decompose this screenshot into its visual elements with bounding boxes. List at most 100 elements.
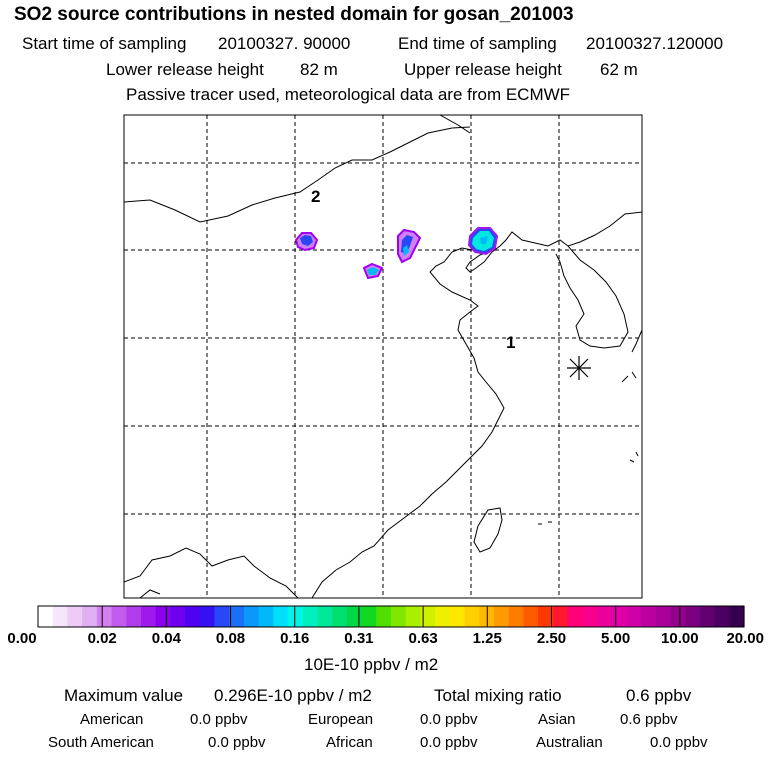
colorbar-cell xyxy=(523,606,539,627)
colorbar-cell xyxy=(155,606,171,627)
colorbar-tick-label: 0.08 xyxy=(215,630,246,647)
colorbar-cell xyxy=(655,606,672,627)
colorbar-cell xyxy=(567,606,583,627)
coastlines-and-borders xyxy=(124,115,642,598)
map-gridlines xyxy=(124,115,642,598)
end-time-value: 20100327.120000 xyxy=(586,34,724,53)
colorbar-tick-label: 10.00 xyxy=(661,630,699,647)
colorbar-cells xyxy=(38,606,745,627)
colorbar-cell xyxy=(641,606,657,627)
colorbar-cell xyxy=(626,606,642,627)
region-american-value: 0.0 ppbv xyxy=(190,711,248,728)
region-american-label: American xyxy=(80,711,144,728)
region-african-label: African xyxy=(326,734,373,751)
colorbar-cell xyxy=(582,606,598,627)
colorbar-cell xyxy=(508,606,524,627)
colorbar-cell xyxy=(199,606,216,627)
max-value-label: Maximum value xyxy=(64,686,184,705)
colorbar-tick-label: 1.25 xyxy=(472,630,502,647)
source-label-2: 2 xyxy=(311,187,320,206)
colorbar-cell xyxy=(185,606,201,627)
colorbar-tick-label: 0.04 xyxy=(151,630,181,647)
lower-release-value: 82 m xyxy=(300,60,338,79)
colorbar-cell xyxy=(464,606,480,627)
colorbar-cell xyxy=(111,606,127,627)
tracer-note: Passive tracer used, meteorological data… xyxy=(126,85,571,104)
total-mixing-value: 0.6 ppbv xyxy=(626,686,692,705)
colorbar-unit: 10E-10 ppbv / m2 xyxy=(304,655,439,674)
region-asian-value: 0.6 ppbv xyxy=(620,711,678,728)
colorbar-tick-label: 0.02 xyxy=(87,630,117,647)
lower-release-label: Lower release height xyxy=(106,60,264,79)
colorbar-cell xyxy=(38,606,54,627)
colorbar-cell xyxy=(596,606,613,627)
colorbar-cell xyxy=(420,606,436,627)
region-asian-label: Asian xyxy=(538,711,576,728)
colorbar-cell xyxy=(699,606,716,627)
region-australian-label: Australian xyxy=(536,734,603,751)
colorbar-tick-label: 0.00 xyxy=(7,630,37,647)
colorbar-cell xyxy=(449,606,466,627)
colorbar-cell xyxy=(670,606,686,627)
colorbar-tick-label: 0.31 xyxy=(344,630,374,647)
colorbar-cell xyxy=(273,606,289,627)
colorbar-cell xyxy=(729,606,745,627)
colorbar-cell xyxy=(67,606,83,627)
colorbar-cell xyxy=(538,606,554,627)
blob-bohai-coast-peak xyxy=(480,236,488,244)
chart-title: SO2 source contributions in nested domai… xyxy=(14,4,574,25)
colorbar-cell xyxy=(376,606,392,627)
colorbar-cell xyxy=(229,606,245,627)
colorbar-cell xyxy=(493,606,510,627)
region-african-value: 0.0 ppbv xyxy=(420,734,478,751)
colorbar-cell xyxy=(140,606,157,627)
colorbar-tick-label: 5.00 xyxy=(601,630,631,647)
blob-north-china-west-core xyxy=(300,235,313,246)
max-value: 0.296E-10 ppbv / m2 xyxy=(214,686,372,705)
colorbar-cell xyxy=(405,606,422,627)
colorbar-cell xyxy=(288,606,304,627)
colorbar-tick-label: 2.50 xyxy=(536,630,567,647)
source-blobs xyxy=(294,227,499,280)
colorbar-cell xyxy=(552,606,569,627)
colorbar-frame xyxy=(37,605,745,628)
colorbar-cell xyxy=(214,606,230,627)
total-mixing-label: Total mixing ratio xyxy=(434,686,562,705)
colorbar-cell xyxy=(258,606,274,627)
region-european-label: European xyxy=(308,711,374,728)
colorbar-cell xyxy=(52,606,69,627)
region-european-value: 0.0 ppbv xyxy=(420,711,478,728)
colorbar-cell xyxy=(317,606,333,627)
colorbar xyxy=(37,605,745,628)
region-australian-value: 0.0 ppbv xyxy=(650,734,708,751)
colorbar-cell xyxy=(332,606,348,627)
colorbar-tick-label: 0.16 xyxy=(280,630,310,647)
blob-north-china-east-core xyxy=(367,267,379,275)
colorbar-cell xyxy=(346,606,363,627)
colorbar-cell xyxy=(611,606,627,627)
colorbar-cell xyxy=(82,606,98,627)
region-south-american-label: South American xyxy=(48,734,154,751)
upper-release-label: Upper release height xyxy=(404,60,562,79)
blob-north-china-center-peak xyxy=(403,245,409,256)
colorbar-cell xyxy=(685,606,701,627)
colorbar-cell xyxy=(96,606,113,627)
colorbar-cell xyxy=(391,606,407,627)
colorbar-cell xyxy=(126,606,142,627)
colorbar-tick-label: 0.63 xyxy=(408,630,438,647)
colorbar-cell xyxy=(302,606,319,627)
colorbar-tick-label: 20.00 xyxy=(726,630,764,647)
region-south-american-value: 0.0 ppbv xyxy=(208,734,266,751)
start-time-value: 20100327. 90000 xyxy=(218,34,351,53)
asterisk-receptor-icon xyxy=(567,356,591,380)
colorbar-cell xyxy=(170,606,186,627)
colorbar-cell xyxy=(361,606,377,627)
upper-release-value: 62 m xyxy=(600,60,638,79)
colorbar-cell xyxy=(243,606,260,627)
end-time-label: End time of sampling xyxy=(398,34,557,53)
colorbar-cell xyxy=(435,606,451,627)
start-time-label: Start time of sampling xyxy=(22,34,187,53)
source-label-1: 1 xyxy=(506,333,515,352)
colorbar-cell xyxy=(714,606,730,627)
